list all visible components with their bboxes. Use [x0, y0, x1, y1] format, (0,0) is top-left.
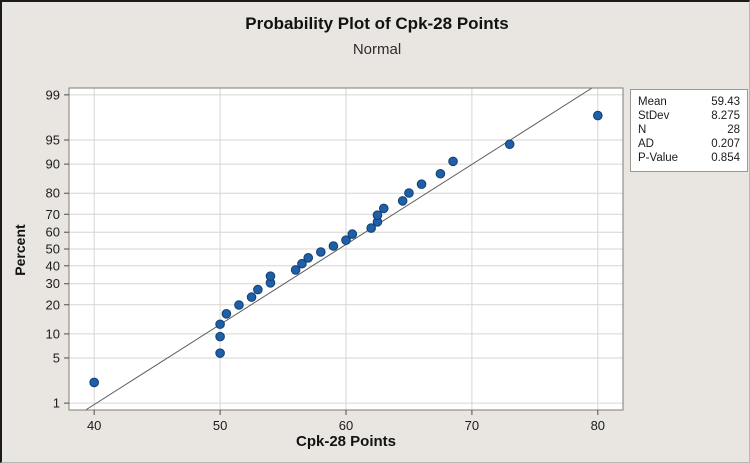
- y-tick-label: 60: [46, 225, 60, 240]
- stats-row-stdev: StDev 8.275: [638, 109, 740, 123]
- y-tick-label: 80: [46, 186, 60, 201]
- data-point: [215, 331, 225, 342]
- y-tick-label: 40: [46, 258, 60, 273]
- stat-value: 28: [727, 124, 740, 136]
- data-point: [246, 292, 257, 302]
- y-tick-label: 70: [46, 207, 60, 222]
- y-tick-label: 30: [46, 276, 60, 291]
- data-point: [215, 348, 225, 358]
- data-point: [89, 377, 99, 388]
- y-axis-label: Percent: [12, 224, 28, 276]
- x-tick-label: 60: [339, 418, 353, 433]
- stat-label: N: [638, 124, 647, 136]
- y-tick-label: 95: [46, 133, 60, 148]
- data-point: [372, 210, 383, 221]
- data-point: [215, 319, 225, 330]
- y-tick-label: 20: [46, 297, 60, 312]
- stat-value: 8.275: [711, 110, 740, 122]
- x-tick-label: 70: [465, 418, 479, 433]
- stats-row-n: N 28: [638, 123, 740, 137]
- x-tick-label: 80: [591, 418, 605, 433]
- data-point: [234, 300, 244, 310]
- y-tick-label: 50: [46, 242, 60, 257]
- y-tick-label: 90: [46, 157, 60, 172]
- data-point: [448, 156, 458, 167]
- y-tick-label: 99: [46, 87, 60, 102]
- chart-title: Probability Plot of Cpk-28 Points: [245, 14, 509, 33]
- data-point: [404, 188, 414, 198]
- stat-label: Mean: [638, 96, 667, 108]
- data-point: [221, 309, 232, 319]
- stat-label: P-Value: [638, 152, 679, 164]
- stats-box: Mean 59.43 StDev 8.275 N 28 AD 0.207 P-V…: [630, 89, 748, 172]
- data-point: [303, 253, 314, 263]
- data-point: [297, 258, 307, 269]
- x-axis-label: Cpk-28 Points: [295, 433, 397, 450]
- data-point: [397, 196, 408, 206]
- data-point: [341, 235, 351, 245]
- stats-row-pvalue: P-Value 0.854: [638, 151, 740, 165]
- data-point: [328, 241, 339, 251]
- data-point: [593, 110, 603, 121]
- stat-value: 59.43: [711, 96, 740, 108]
- stat-label: AD: [638, 138, 654, 150]
- data-point: [290, 265, 301, 275]
- y-tick-label: 10: [46, 326, 60, 341]
- data-point: [253, 284, 263, 295]
- x-tick-label: 40: [87, 418, 101, 433]
- stat-label: StDev: [638, 110, 670, 122]
- data-point: [265, 271, 276, 281]
- data-point: [347, 229, 358, 239]
- data-point: [435, 168, 446, 179]
- data-point: [366, 223, 376, 233]
- chart-subtitle: Normal: [352, 41, 402, 58]
- x-tick-label: 50: [213, 418, 227, 433]
- stat-value: 0.207: [711, 138, 740, 150]
- stats-row-mean: Mean 59.43: [638, 95, 740, 109]
- data-point: [504, 139, 515, 150]
- stats-row-ad: AD 0.207: [638, 137, 740, 151]
- data-point: [378, 203, 389, 214]
- y-tick-label: 5: [53, 350, 60, 365]
- stat-value: 0.854: [711, 152, 740, 164]
- y-tick-label: 1: [53, 396, 60, 411]
- data-point: [416, 179, 427, 189]
- data-point: [316, 247, 326, 257]
